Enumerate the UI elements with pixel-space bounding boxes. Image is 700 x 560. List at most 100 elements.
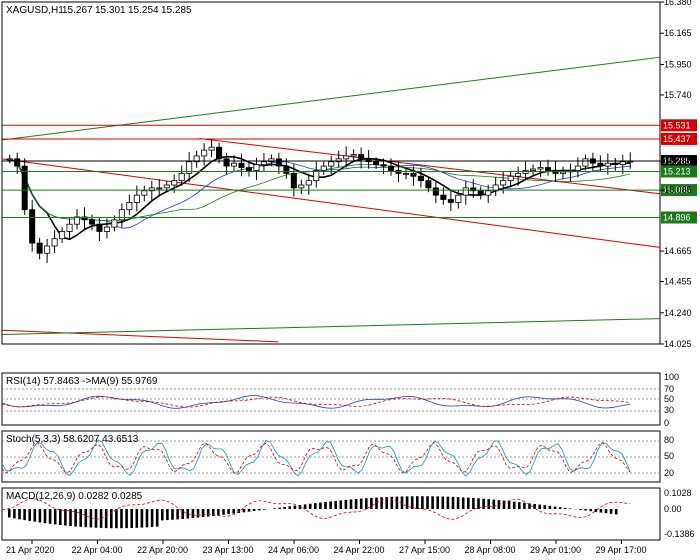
macd-bar (609, 509, 613, 514)
time-axis: 21 Apr 2020 22 Apr 04:00 22 Apr 20:00 23 Ap… (6, 540, 647, 555)
macd-bar (171, 509, 174, 520)
candle-body (156, 187, 163, 190)
candle-body (402, 172, 409, 175)
candle-body (29, 209, 36, 244)
macd-bar (472, 497, 475, 509)
macd-bar (599, 509, 603, 513)
macd-bar (553, 506, 557, 509)
macd-bar (217, 509, 220, 516)
macd-bar (528, 503, 531, 509)
macd-bar (349, 499, 353, 509)
macd-bar (288, 506, 292, 509)
candle-body (604, 162, 611, 167)
level-value: 15.437 (663, 134, 691, 144)
macd-bar (206, 509, 210, 517)
macd-bar (89, 509, 93, 528)
candle-body (425, 180, 432, 189)
candle-body (283, 165, 290, 174)
candle-body (238, 162, 245, 168)
macd-bar (385, 497, 388, 509)
x-tick-label: 29 Apr 17:00 (596, 545, 647, 555)
macd-bar (263, 509, 266, 510)
macd-bar (232, 509, 235, 514)
macd-bar (104, 509, 108, 529)
macd-bar (161, 509, 164, 521)
candle-body (515, 172, 522, 177)
x-tick-label: 21 Apr 2020 (6, 545, 55, 555)
candle-body (440, 194, 447, 200)
candle-body (462, 187, 469, 196)
candle-body (201, 149, 208, 157)
y-tick-label: 15.085 (664, 185, 692, 195)
macd-bar (23, 509, 26, 521)
main-panel[interactable] (1, 1, 661, 345)
ohlc-high: 15.301 (95, 5, 126, 16)
level-value: 15.285 (663, 156, 691, 166)
candle-body (44, 245, 51, 254)
macd-tick-zero: 0.00 (664, 504, 682, 514)
candle-body (88, 219, 95, 225)
candle-body (432, 187, 439, 196)
macd-bar (451, 496, 455, 509)
level-value: 15.085 (663, 185, 691, 195)
macd-bar (273, 508, 276, 509)
level-tag (661, 132, 697, 145)
candle-body (126, 202, 133, 211)
candle-body (298, 184, 305, 189)
x-tick-label: 22 Apr 20:00 (137, 545, 188, 555)
candle-body (559, 171, 566, 174)
candle-body (350, 154, 357, 157)
macd-bar (324, 501, 327, 509)
macd-bar (242, 509, 246, 513)
macd-bar (145, 509, 149, 528)
macd-bar (308, 503, 312, 509)
y-tick-label: 16.165 (664, 28, 692, 38)
candle-body (111, 219, 118, 228)
macd-bar (53, 509, 57, 525)
candle-body (133, 194, 140, 203)
macd-bar (314, 503, 317, 509)
candle-body (14, 158, 21, 167)
candle-body (163, 184, 170, 189)
candle-body (74, 216, 81, 225)
macd-panel[interactable] (1, 487, 661, 541)
macd-bar (370, 497, 373, 509)
candle-body (6, 158, 13, 161)
candle-body (358, 154, 365, 160)
rsi-tick-30: 30 (664, 405, 674, 415)
macd-bar (69, 509, 72, 527)
candle-body (118, 209, 125, 221)
trendline (1, 318, 661, 336)
symbol-label: XAGUSD,H1 (6, 5, 64, 16)
macd-bar (436, 496, 439, 509)
macd-tick-top: 0.1028 (664, 488, 692, 498)
macd-bar (543, 505, 547, 509)
candle-body (231, 162, 238, 167)
macd-bar (518, 502, 521, 509)
candle-body (328, 161, 335, 167)
macd-bar (125, 509, 128, 529)
candle-body (21, 165, 28, 211)
rsi-title: RSI(14) 57.8463 ->MA(9) 55.9769 (6, 376, 158, 387)
y-tick-label: 14.240 (664, 308, 692, 318)
candle-body (373, 161, 380, 166)
candle-body (380, 164, 387, 167)
macd-bar (94, 509, 98, 528)
macd-bar (278, 507, 281, 509)
candle-body (275, 158, 282, 167)
candle-body (619, 161, 626, 166)
macd-bar (594, 509, 598, 512)
candle-body (59, 231, 66, 240)
y-tick-label: 15.950 (664, 59, 692, 69)
macd-bar (512, 501, 516, 509)
macd-bar (584, 509, 587, 511)
macd-bar (502, 500, 506, 509)
macd-bar (395, 496, 399, 509)
y-tick-label: 14.455 (664, 277, 692, 287)
macd-bar (523, 502, 526, 509)
candle-body (141, 190, 148, 196)
trendlines (1, 56, 661, 343)
x-tick-label: 27 Apr 15:00 (399, 545, 450, 555)
candle-body (171, 180, 178, 186)
